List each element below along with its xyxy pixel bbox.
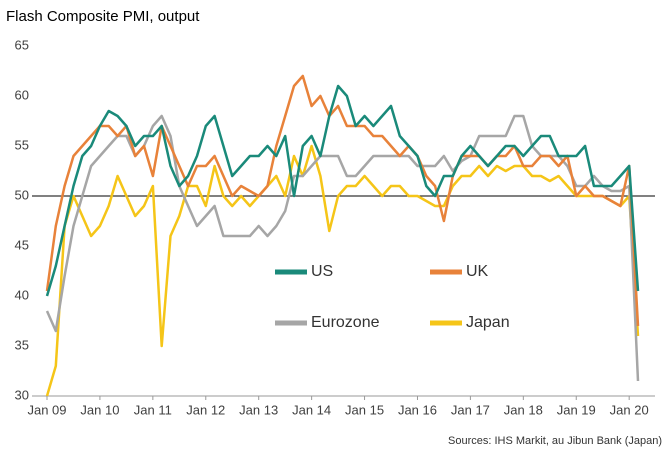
x-tick-label: Jan 15 <box>345 402 384 417</box>
y-tick-label: 35 <box>15 337 29 352</box>
x-tick-label: Jan 16 <box>398 402 437 417</box>
x-tick-label: Jan 13 <box>239 402 278 417</box>
y-tick-label: 50 <box>15 187 29 202</box>
x-tick-label: Jan 20 <box>610 402 649 417</box>
legend-label: Eurozone <box>311 314 380 331</box>
y-tick-label: 60 <box>15 87 29 102</box>
series-line <box>45 144 640 397</box>
y-tick-label: 40 <box>15 287 29 302</box>
source: Sources: IHS Markit, au Jibun Bank (Japa… <box>448 435 662 447</box>
y-tick-label: 65 <box>15 37 29 52</box>
x-tick-label: Jan 12 <box>186 402 225 417</box>
x-tick-label: Jan 10 <box>80 402 119 417</box>
x-tick-label: Jan 14 <box>292 402 331 417</box>
y-tick-label: 55 <box>15 137 29 152</box>
x-tick-label: Jan 19 <box>557 402 596 417</box>
series-line <box>45 114 640 382</box>
chart-title: Flash Composite PMI, output <box>6 8 200 25</box>
x-tick-label: Jan 09 <box>27 402 66 417</box>
y-tick-label: 45 <box>15 237 29 252</box>
series-line <box>45 74 640 327</box>
legend-label: UK <box>466 263 489 280</box>
series-line <box>45 84 640 297</box>
y-tick-label: 30 <box>15 387 29 402</box>
x-tick-label: Jan 11 <box>134 402 172 417</box>
legend-label: US <box>311 263 333 280</box>
x-tick-label: Jan 18 <box>504 402 543 417</box>
legend-label: Japan <box>466 314 510 331</box>
x-tick-label: Jan 17 <box>451 402 490 417</box>
